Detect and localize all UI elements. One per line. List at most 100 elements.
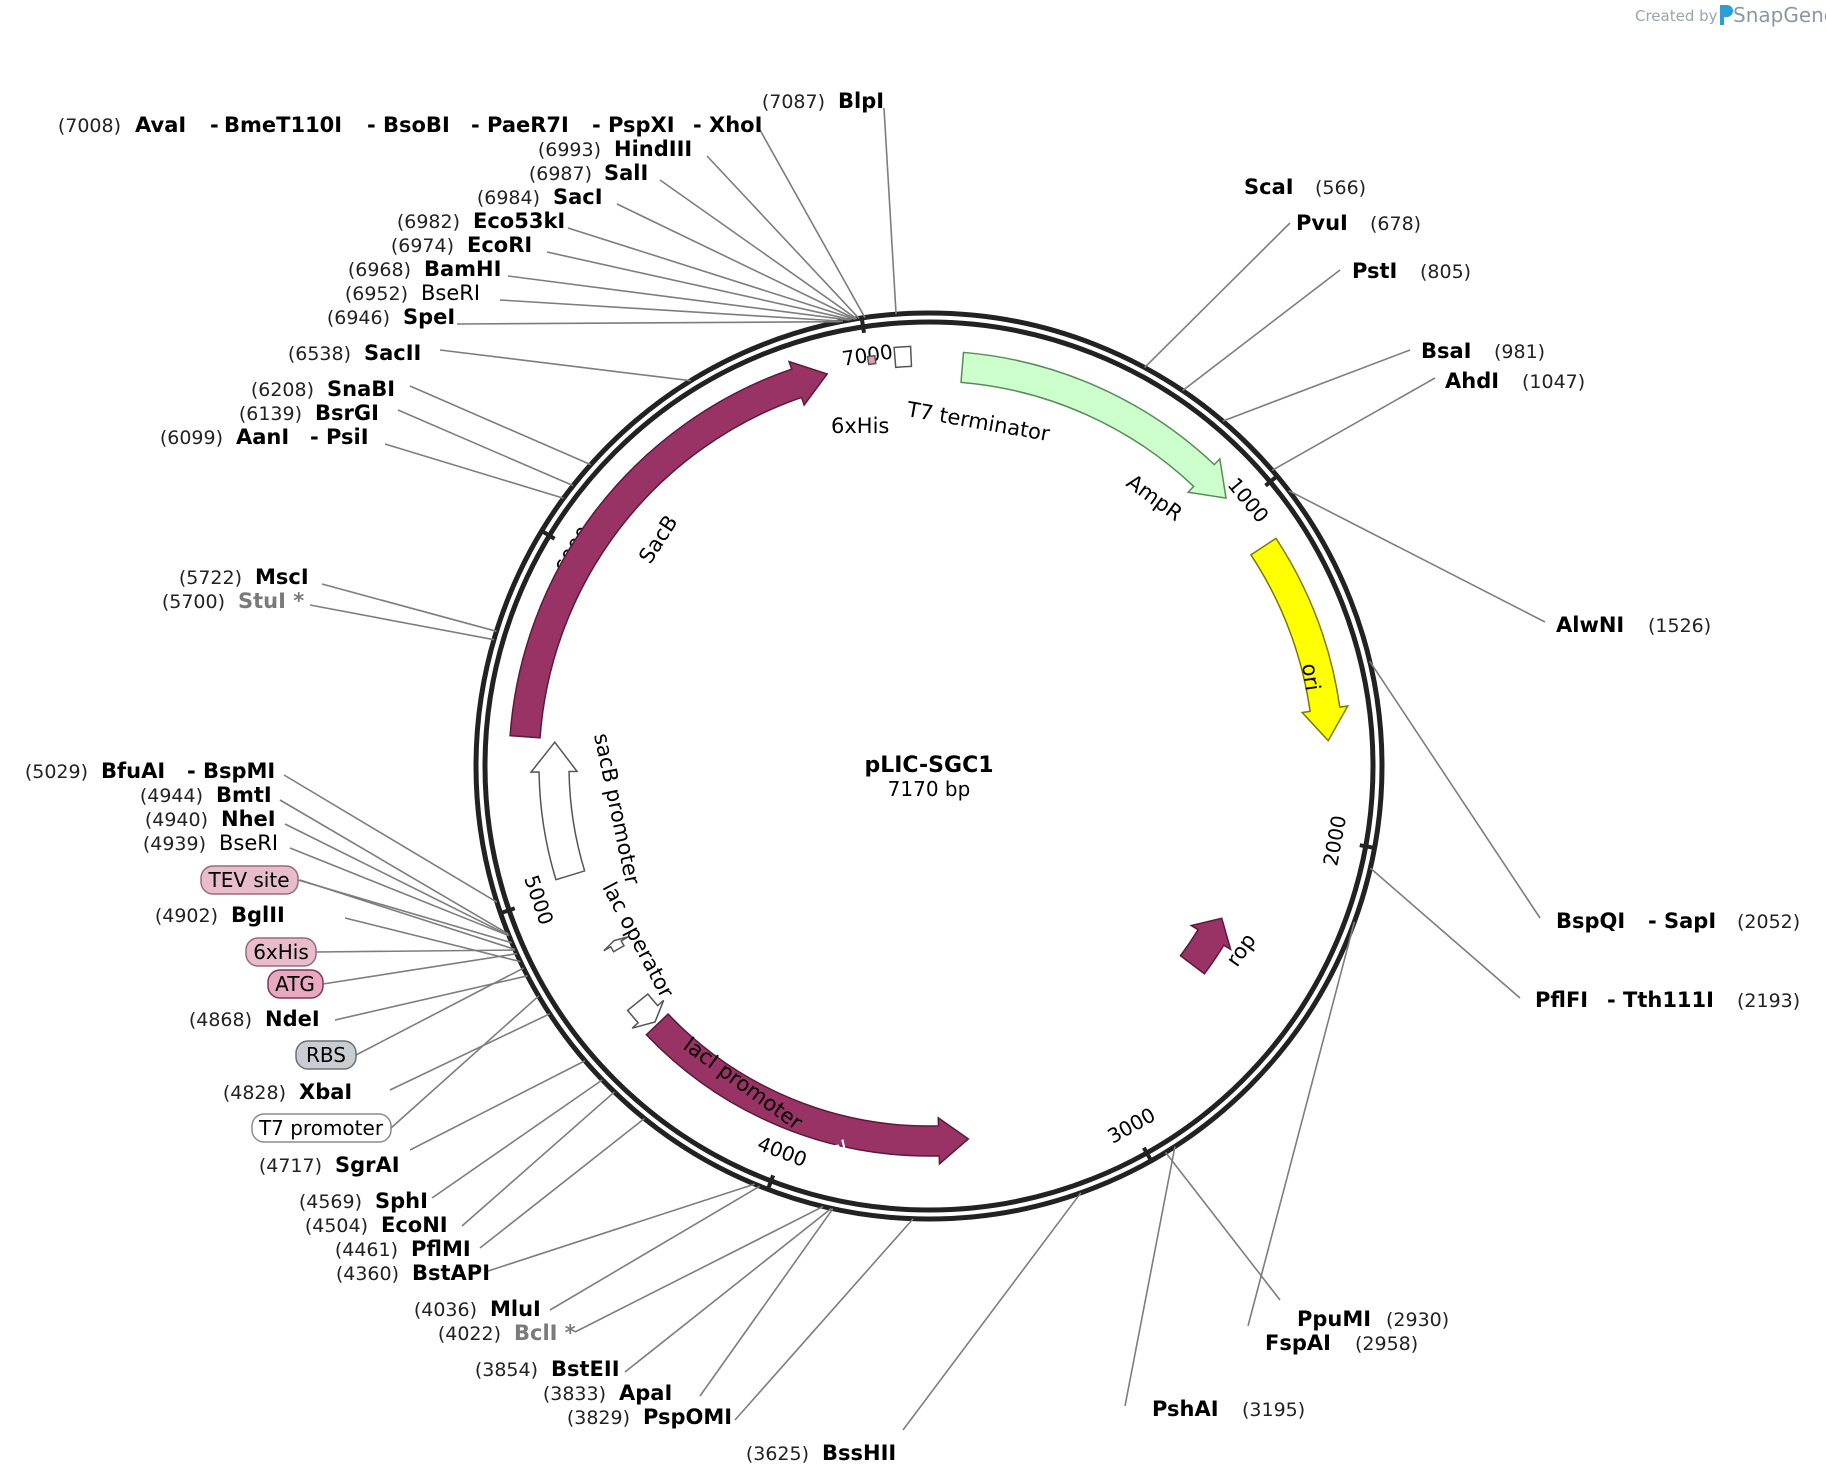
site-name: PspXI xyxy=(608,113,675,137)
site-name: BseRI xyxy=(219,831,278,855)
site-pos: (4360) xyxy=(336,1263,399,1285)
site-leader-line xyxy=(706,155,860,319)
site-pos: (4717) xyxy=(259,1155,322,1177)
site-pos: (805) xyxy=(1420,261,1471,283)
site-pos: (3854) xyxy=(475,1359,538,1381)
badge-label: T7 promoter xyxy=(258,1116,384,1140)
site-pos: (5722) xyxy=(179,567,242,589)
site-leaders xyxy=(279,107,1546,1431)
site-name: BspMI xyxy=(203,759,275,783)
site-name: - xyxy=(210,113,219,137)
badge-leader-line xyxy=(390,995,540,1129)
site-name: Eco53kI xyxy=(473,209,565,233)
plasmid-length: 7170 bp xyxy=(888,777,971,801)
site-leader-line xyxy=(479,1117,645,1249)
site-name: BclI * xyxy=(514,1321,576,1345)
site-leader-line xyxy=(1271,377,1436,472)
site-pos: (981) xyxy=(1494,341,1545,363)
feature-badges: TEV site 6xHis ATG RBS T7 promoter xyxy=(200,865,392,1143)
site-name: EcoNI xyxy=(381,1213,448,1237)
site-name: MluI xyxy=(490,1297,541,1321)
badge-tev-site xyxy=(200,865,299,895)
site-pos: (4902) xyxy=(155,905,218,927)
site-name: StuI * xyxy=(238,589,304,613)
site-leader-line xyxy=(1222,349,1411,422)
site-name: - xyxy=(1607,988,1616,1012)
site-pos: (4569) xyxy=(299,1191,362,1213)
site-leader-line xyxy=(1124,1146,1176,1407)
feature-ori xyxy=(1249,537,1350,742)
site-pos: (6987) xyxy=(529,163,592,185)
site-pos: (2958) xyxy=(1355,1333,1418,1355)
site-leader-line xyxy=(1247,921,1356,1327)
site-name: PaeR7I xyxy=(487,113,569,137)
site-pos: (6538) xyxy=(288,343,351,365)
site-leader-line xyxy=(624,1207,832,1373)
ruler-tick-label: 2000 xyxy=(1318,813,1351,867)
site-leader-line xyxy=(499,299,844,323)
snapgene-brand-text: SnapGene xyxy=(1733,3,1826,27)
site-name: SapI xyxy=(1664,909,1716,933)
site-pos: (7087) xyxy=(762,91,825,113)
site-leader-line xyxy=(574,1205,824,1333)
site-name: NdeI xyxy=(265,1007,320,1031)
site-pos: (678) xyxy=(1370,213,1421,235)
site-name: MscI xyxy=(255,565,309,589)
site-pos: (4828) xyxy=(223,1082,286,1104)
ruler-tick-label: 1000 xyxy=(1223,473,1274,527)
site-pos: (4036) xyxy=(414,1299,477,1321)
site-name: - xyxy=(471,113,480,137)
site-name: - xyxy=(187,759,196,783)
site-leader-line xyxy=(389,1013,551,1091)
ruler-tick xyxy=(1359,843,1373,850)
site-leader-line xyxy=(1369,867,1521,999)
site-name: AvaI xyxy=(135,113,186,137)
site-name: NheI xyxy=(221,807,276,831)
feature-label-lac-operator: lac operator xyxy=(598,878,679,1002)
features xyxy=(509,345,1350,1166)
site-name: PstI xyxy=(1352,259,1397,283)
site-name: XhoI xyxy=(709,113,762,137)
site-name: - xyxy=(367,113,376,137)
site-name: PvuI xyxy=(1296,211,1348,235)
site-name: BsoBI xyxy=(383,113,450,137)
site-name: BstEII xyxy=(551,1357,620,1381)
site-name: BglII xyxy=(231,903,285,927)
site-name: FspAI xyxy=(1265,1331,1331,1355)
site-name: SacI xyxy=(553,185,603,209)
site-name: AanI xyxy=(236,425,289,449)
site-leader-line xyxy=(279,799,509,935)
site-name: EcoRI xyxy=(467,233,532,257)
feature-ampr xyxy=(960,351,1227,499)
site-name: SgrAI xyxy=(335,1153,400,1177)
site-leader-line xyxy=(384,443,564,500)
feature-rop xyxy=(1179,917,1232,975)
site-leader-line xyxy=(397,409,574,487)
site-pos: (6099) xyxy=(160,427,223,449)
feature-label-ori: ori xyxy=(1297,662,1325,692)
backbone xyxy=(473,310,1385,1222)
site-leader-line xyxy=(283,774,498,903)
feature-label-ampr: AmpR xyxy=(1122,470,1187,526)
site-leader-line xyxy=(759,129,866,318)
feature-6xhis xyxy=(866,354,877,366)
site-pos: (4940) xyxy=(145,809,208,831)
site-pos: (1047) xyxy=(1522,371,1585,393)
site-labels: (7008) AvaI - BmeT110I - BsoBI - PaeR7I … xyxy=(25,89,1800,1465)
site-pos: (3195) xyxy=(1242,1399,1305,1421)
ruler-tick-label: 5000 xyxy=(519,872,558,928)
site-name: SacII xyxy=(364,341,421,365)
site-name: - xyxy=(592,113,601,137)
site-leader-line xyxy=(659,179,858,320)
feature-label-laci: lacI xyxy=(809,1135,850,1167)
feature-laci-promoter xyxy=(626,992,665,1029)
site-leader-line xyxy=(883,107,897,315)
badge-6xhis xyxy=(245,937,317,967)
site-leader-line xyxy=(344,917,521,963)
site-name: - xyxy=(1648,909,1657,933)
site-name: ApaI xyxy=(619,1381,672,1405)
site-leader-line xyxy=(409,1060,586,1151)
feature-label-sacb-promoter: sacB promoter xyxy=(589,731,645,887)
site-name: Tth111I xyxy=(1623,988,1714,1012)
plasmid-name: pLIC-SGC1 xyxy=(864,753,993,778)
